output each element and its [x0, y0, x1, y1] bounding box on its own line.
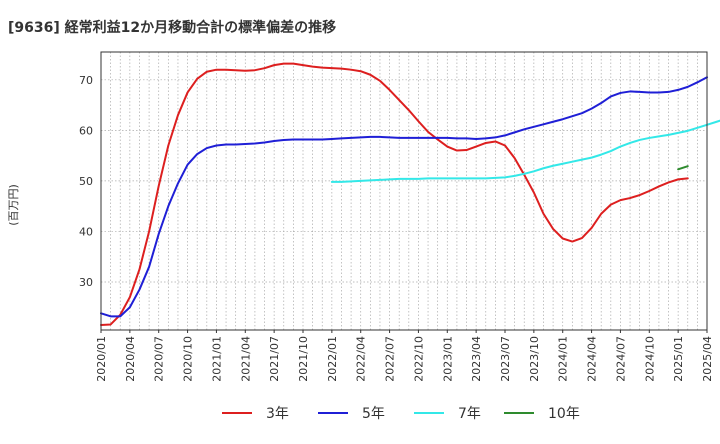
y-axis-label: (百万円) — [7, 184, 20, 226]
x-tick-label: 2023/01 — [441, 336, 454, 382]
x-tick-label: 2022/01 — [326, 336, 339, 382]
series-line-4 — [677, 165, 689, 171]
series-layer — [100, 62, 720, 326]
legend-layer: 3年 5年 7年 10年 — [222, 406, 580, 422]
x-tick-label: 2023/10 — [528, 336, 541, 382]
y-tick-label: 70 — [79, 74, 93, 87]
chart-title: [9636] 経常利益12か月移動合計の標準偏差の推移 — [8, 19, 336, 36]
x-tick-label: 2025/01 — [672, 336, 685, 382]
x-tick-label: 2021/04 — [239, 336, 252, 382]
legend-label-1: 3年 — [266, 406, 289, 422]
x-tick-label: 2022/04 — [355, 336, 368, 382]
legend-label-2: 5年 — [362, 406, 385, 422]
legend-label-3: 7年 — [458, 406, 481, 422]
y-tick-label: 30 — [79, 276, 93, 289]
y-tick-label: 50 — [79, 175, 93, 188]
x-tick-label: 2022/07 — [384, 336, 397, 382]
x-tick-label: 2020/07 — [153, 336, 166, 382]
x-tick-label: 2023/04 — [470, 336, 483, 382]
x-tick-label: 2024/10 — [643, 336, 656, 382]
axis-layer: 30 40 50 60 70 2020/01 2020/04 2020/07 2020/10 20… — [79, 74, 714, 382]
series-line-2 — [100, 76, 708, 318]
series-line-3 — [330, 119, 720, 183]
x-tick-label: 2024/04 — [586, 336, 599, 382]
x-tick-label: 2021/07 — [268, 336, 281, 382]
x-tick-label: 2021/10 — [297, 336, 310, 382]
x-tick-label: 2023/07 — [499, 336, 512, 382]
x-tick-label: 2022/10 — [412, 336, 425, 382]
x-tick-label: 2020/01 — [95, 336, 108, 382]
x-tick-label: 2024/07 — [614, 336, 627, 382]
x-tick-label: 2025/04 — [701, 336, 714, 382]
legend-label-4: 10年 — [548, 406, 580, 422]
x-tick-label: 2024/01 — [557, 336, 570, 382]
x-tick-label: 2021/01 — [210, 336, 223, 382]
plot-frame — [100, 51, 708, 331]
y-tick-label: 60 — [79, 124, 93, 137]
series-line-1 — [100, 62, 689, 326]
x-tick-label: 2020/04 — [124, 336, 137, 382]
grid-layer — [101, 52, 707, 330]
y-tick-label: 40 — [79, 225, 93, 238]
x-tick-label: 2020/10 — [182, 336, 195, 382]
